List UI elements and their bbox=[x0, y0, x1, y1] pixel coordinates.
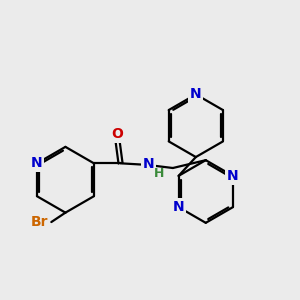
Text: N: N bbox=[227, 169, 239, 183]
Text: N: N bbox=[31, 156, 43, 170]
Text: O: O bbox=[112, 127, 123, 141]
Text: N: N bbox=[190, 87, 202, 101]
Text: H: H bbox=[154, 167, 164, 180]
Text: N: N bbox=[173, 200, 184, 214]
Text: Br: Br bbox=[31, 215, 48, 229]
Text: N: N bbox=[143, 157, 154, 171]
